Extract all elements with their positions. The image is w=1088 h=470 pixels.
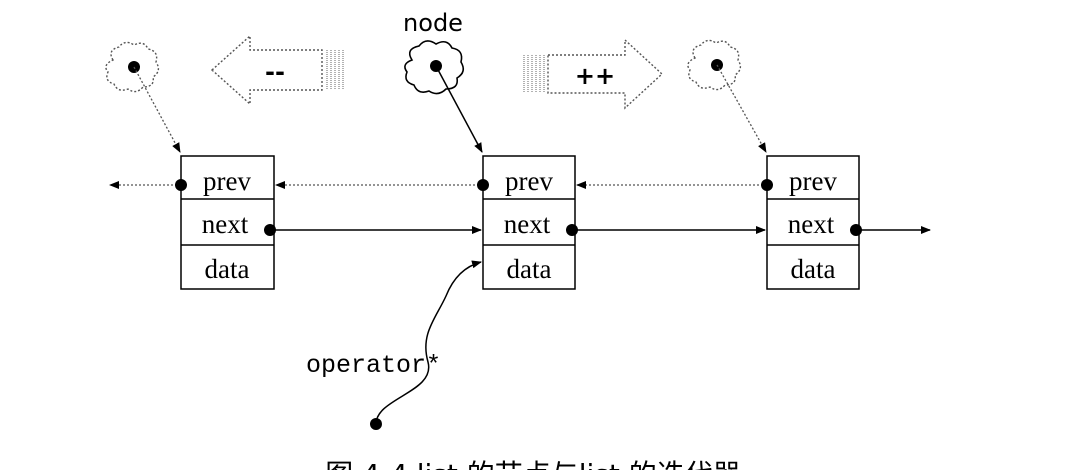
operator-deref-pointer bbox=[375, 260, 482, 425]
operator-deref-label: operator* bbox=[306, 351, 441, 380]
node-1-prev-field: prev bbox=[203, 166, 251, 196]
node-3-prev-dot bbox=[761, 179, 773, 191]
node-3-data-field: data bbox=[791, 254, 836, 284]
node-1-data-field: data bbox=[205, 254, 250, 284]
prev-iterator-cloud bbox=[105, 41, 160, 93]
decrement-arrow: -- bbox=[210, 34, 344, 106]
node-1-next-field: next bbox=[202, 209, 249, 239]
node-2-prev-field: prev bbox=[505, 166, 553, 196]
node-1-next-dot bbox=[264, 224, 276, 236]
node-3-next-dot bbox=[850, 224, 862, 236]
node-label: node bbox=[403, 9, 463, 37]
node-iterator-pointer bbox=[435, 65, 483, 153]
decrement-label: -- bbox=[265, 58, 285, 86]
next-iterator-pointer bbox=[716, 64, 767, 153]
next-iterator-cloud bbox=[687, 39, 742, 91]
list-node-1: prev next data bbox=[180, 155, 275, 290]
list-node-2: prev next data bbox=[482, 155, 576, 290]
increment-label: ++ bbox=[575, 62, 615, 90]
node-2-prev-dot bbox=[477, 179, 489, 191]
prev-iterator-pointer bbox=[133, 66, 181, 153]
node-1-prev-dot bbox=[175, 179, 187, 191]
figure-caption: 图 4-4 list 的节点与list 的迭代器 bbox=[325, 458, 741, 470]
increment-arrow: ++ bbox=[523, 38, 664, 110]
node-2-next-dot bbox=[566, 224, 578, 236]
list-node-3: prev next data bbox=[766, 155, 860, 290]
node-2-next-field: next bbox=[504, 209, 551, 239]
node-2-data-field: data bbox=[507, 254, 552, 284]
node-3-prev-field: prev bbox=[789, 166, 837, 196]
node-3-next-field: next bbox=[788, 209, 835, 239]
node-iterator-cloud bbox=[404, 40, 465, 95]
operator-deref-dot bbox=[370, 418, 382, 430]
